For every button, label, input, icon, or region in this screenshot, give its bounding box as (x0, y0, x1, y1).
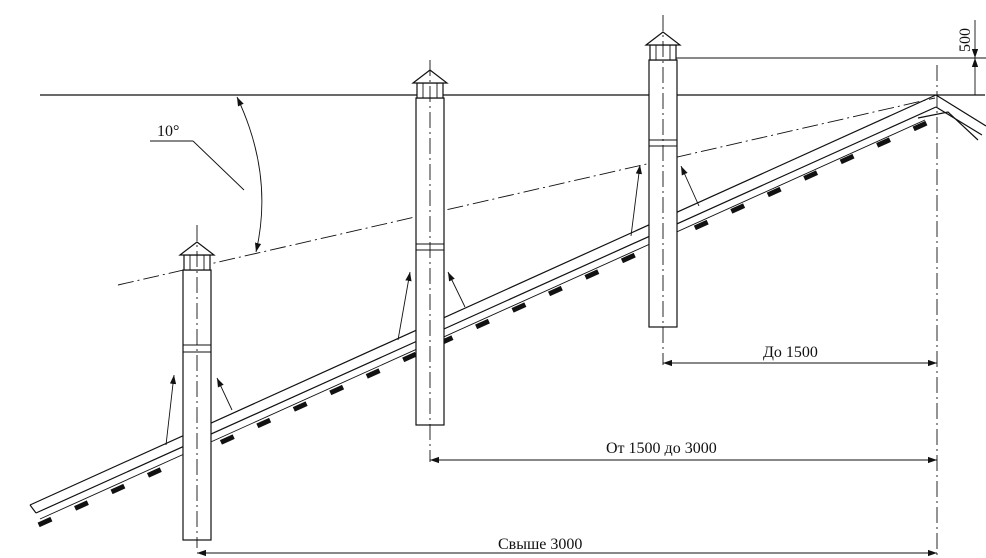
roof-tile (110, 483, 126, 495)
roof-tile (365, 368, 381, 379)
roof-tile (219, 434, 235, 445)
roof-tile (730, 203, 746, 214)
roof-tile (693, 219, 709, 231)
roof-tile (37, 516, 53, 528)
roof-tile (766, 186, 782, 198)
roof-tile (256, 417, 272, 429)
chimney-1500-to-3000 (397, 60, 466, 462)
dimension-1500-to-3000: От 1500 до 3000 (430, 440, 937, 464)
angle-callout: 10° (150, 96, 263, 253)
dimension-up-to-1500: До 1500 (663, 344, 937, 367)
roof-tile (74, 500, 89, 511)
chimney-up-to-1500 (630, 15, 700, 365)
chimney-over-3000 (165, 225, 233, 548)
roof-tile (548, 285, 563, 297)
roof-tile (329, 384, 345, 396)
roof-tile (912, 120, 928, 132)
roof-slope (29, 94, 986, 528)
roof-tile (292, 401, 308, 412)
over-3000-label: Свыше 3000 (498, 536, 582, 553)
height-dimension: 500 (957, 20, 979, 95)
from-1500-to-3000-label: От 1500 до 3000 (606, 440, 717, 457)
roof-tile (146, 467, 162, 478)
height-dimension-label: 500 (957, 28, 974, 52)
dimension-over-3000: Свыше 3000 (197, 536, 937, 557)
roof-tile (475, 318, 490, 330)
angle-label: 10° (157, 123, 179, 140)
roof-tile (511, 302, 527, 313)
roof-tile (876, 137, 891, 148)
roof-tile (584, 269, 600, 280)
ten-degree-sight-line (117, 97, 936, 286)
roof-tile (803, 170, 819, 181)
roof-tile (620, 252, 636, 264)
up-to-1500-label: До 1500 (763, 344, 818, 361)
roof-tile (402, 351, 417, 363)
roof-tile (839, 153, 855, 165)
